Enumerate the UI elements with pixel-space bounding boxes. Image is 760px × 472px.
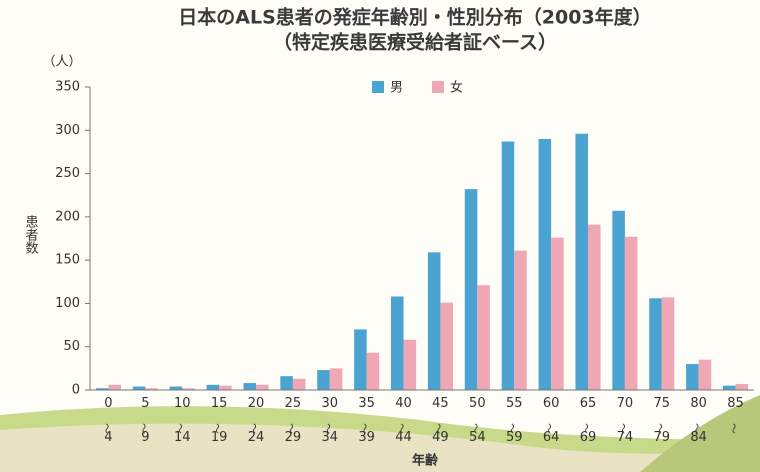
background: [0, 0, 760, 472]
legend-swatch: [432, 81, 444, 93]
legend-swatch: [372, 81, 384, 93]
bar: [440, 303, 453, 390]
y-tick-label: 250: [55, 166, 80, 181]
bar: [108, 385, 121, 390]
bar: [699, 360, 712, 390]
bar: [575, 134, 588, 390]
bar: [256, 385, 269, 390]
bar: [293, 379, 306, 390]
bar: [465, 189, 478, 390]
y-tick-label: 50: [63, 339, 80, 354]
y-tick-label: 300: [55, 123, 80, 138]
chart: 日本のALS患者の発症年齢別・性別分布（2003年度） （特定疾患医療受給者証ベ…: [0, 0, 760, 472]
chart-title: 日本のALS患者の発症年齢別・性別分布（2003年度）: [178, 6, 651, 29]
bar: [391, 297, 404, 390]
bar: [280, 376, 293, 390]
y-axis-label: 患者数: [23, 215, 39, 254]
bar: [367, 353, 380, 390]
y-tick-label: 200: [55, 209, 80, 224]
bar: [317, 370, 330, 390]
bar: [502, 142, 515, 390]
bar: [588, 225, 601, 390]
y-tick-label: 0: [72, 383, 80, 398]
bar: [133, 387, 146, 390]
bar: [330, 368, 343, 390]
bar: [686, 364, 699, 390]
y-tick-label: 100: [55, 296, 80, 311]
bar: [649, 298, 662, 390]
y-tick-label: 150: [55, 253, 80, 268]
bar: [428, 252, 441, 390]
y-unit: （人）: [42, 55, 81, 70]
bar: [539, 139, 552, 390]
bar: [404, 340, 417, 390]
bar: [625, 237, 638, 390]
bar: [354, 329, 367, 390]
x-axis-label: 年齢: [412, 453, 439, 469]
bar: [736, 384, 749, 390]
y-tick-label: 350: [55, 80, 80, 95]
bar: [170, 387, 183, 390]
bar: [551, 238, 564, 390]
bar: [219, 386, 232, 390]
bar: [723, 386, 736, 390]
legend-label: 女: [450, 80, 463, 96]
bar: [477, 285, 490, 390]
bar: [514, 251, 527, 390]
chart-subtitle: （特定疾患医療受給者証ベース）: [273, 31, 557, 54]
bar: [662, 297, 675, 390]
legend-label: 男: [390, 81, 403, 96]
bar: [207, 385, 220, 390]
bar: [243, 383, 256, 390]
bar: [612, 211, 625, 390]
